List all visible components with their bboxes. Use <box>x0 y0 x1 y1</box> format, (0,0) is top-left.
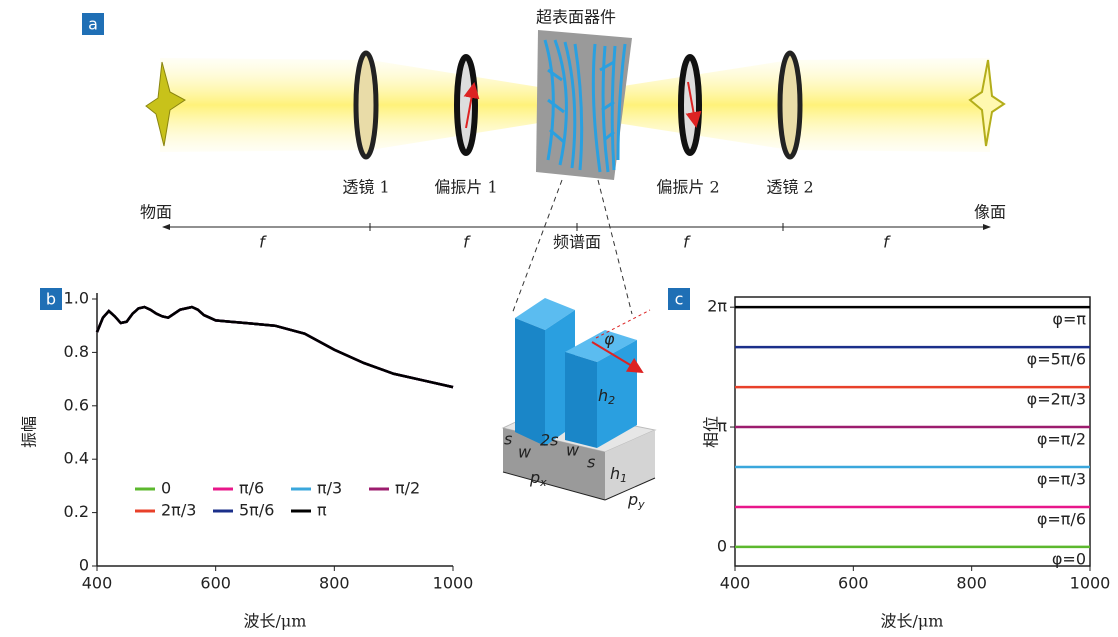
x-tick-label: 400 <box>720 574 751 593</box>
legend-label: π <box>317 501 327 520</box>
legend-label: 2π/3 <box>161 501 196 520</box>
polarizer-label: 偏振片 1 <box>434 178 497 197</box>
series-label: φ=π/3 <box>1037 470 1086 489</box>
legend-label: 5π/6 <box>239 501 274 520</box>
y-tick-label: 0.2 <box>64 502 89 521</box>
dimension-label: 2s <box>540 431 559 450</box>
label-sub: 2 <box>608 394 615 407</box>
unit-cell <box>503 298 655 500</box>
fourier-plane-label: 频谱面 <box>553 233 601 252</box>
panel-letter: c <box>675 290 684 309</box>
legend-label: 0 <box>161 479 171 498</box>
label-main: p <box>529 468 540 487</box>
focal-label: f <box>883 233 891 252</box>
lens-2 <box>780 53 800 157</box>
y-tick-label: 0.4 <box>64 449 89 468</box>
legend-label: π/6 <box>239 479 264 498</box>
series-label: φ=5π/6 <box>1027 350 1086 369</box>
polarizer-label: 偏振片 2 <box>656 178 719 197</box>
x-tick-label: 1000 <box>433 574 474 593</box>
polarizer-2 <box>681 57 699 153</box>
dimension-label: w <box>518 443 532 462</box>
dimension-label: s <box>587 453 595 472</box>
y-tick-label: 1.0 <box>64 289 89 308</box>
y-tick-label: 0 <box>717 536 727 555</box>
beam-left <box>160 58 545 152</box>
focal-label: f <box>259 233 267 252</box>
focal-label: f <box>683 233 691 252</box>
series-label: φ=π/6 <box>1037 509 1086 528</box>
label-main: p <box>627 490 638 509</box>
series-label: φ=0 <box>1052 549 1086 568</box>
series-label: φ=2π/3 <box>1027 390 1086 409</box>
panel-a: a 超表面器件 透镜 1 偏振片 1 偏振片 2 透镜 2 物面 像面 频谱面 … <box>82 8 1006 315</box>
y-axis-label: 振幅 <box>20 416 39 448</box>
series-label: φ=π/2 <box>1037 430 1086 449</box>
legend-label: π/2 <box>395 479 420 498</box>
y-tick-label: 0.8 <box>64 342 89 361</box>
dimension-label: py <box>627 490 645 512</box>
x-tick-label: 1000 <box>1070 574 1111 593</box>
focal-label: f <box>463 233 471 252</box>
lens-1 <box>356 53 376 157</box>
y-tick-label: 0.6 <box>64 395 89 414</box>
y-axis-label: 相位 <box>702 416 721 448</box>
label-sub: 1 <box>620 472 627 485</box>
x-tick-label: 600 <box>838 574 869 593</box>
lens-label: 透镜 2 <box>766 178 813 197</box>
label-main: h <box>598 386 608 405</box>
series-line <box>97 307 453 387</box>
dimension-label: φ <box>604 330 615 349</box>
x-axis-label: 波长/μm <box>881 612 944 631</box>
dimension-label: w <box>566 441 580 460</box>
object-plane-label: 物面 <box>140 203 172 222</box>
panel-letter: b <box>46 290 56 309</box>
x-tick-label: 800 <box>319 574 350 593</box>
dimension-label: s <box>504 430 512 449</box>
x-tick-label: 600 <box>200 574 231 593</box>
label-main: h <box>610 464 620 483</box>
legend-label: π/3 <box>317 479 342 498</box>
y-tick-label: 2π <box>707 297 727 316</box>
label-sub: y <box>637 498 645 511</box>
x-tick-label: 400 <box>82 574 113 593</box>
x-tick-label: 800 <box>956 574 987 593</box>
x-axis-label: 波长/μm <box>244 612 307 631</box>
panel-letter: a <box>88 15 98 34</box>
image-plane-label: 像面 <box>974 203 1006 222</box>
label-sub: x <box>539 476 547 489</box>
y-tick-label: 0 <box>79 556 89 575</box>
device-label: 超表面器件 <box>536 8 616 27</box>
page: a 超表面器件 透镜 1 偏振片 1 偏振片 2 透镜 2 物面 像面 频谱面 … <box>0 0 1118 637</box>
lens-label: 透镜 1 <box>342 178 389 197</box>
polarizer-1 <box>457 57 475 153</box>
series-label: φ=π <box>1052 310 1086 329</box>
figure: a 超表面器件 透镜 1 偏振片 1 偏振片 2 透镜 2 物面 像面 频谱面 … <box>0 0 1118 637</box>
